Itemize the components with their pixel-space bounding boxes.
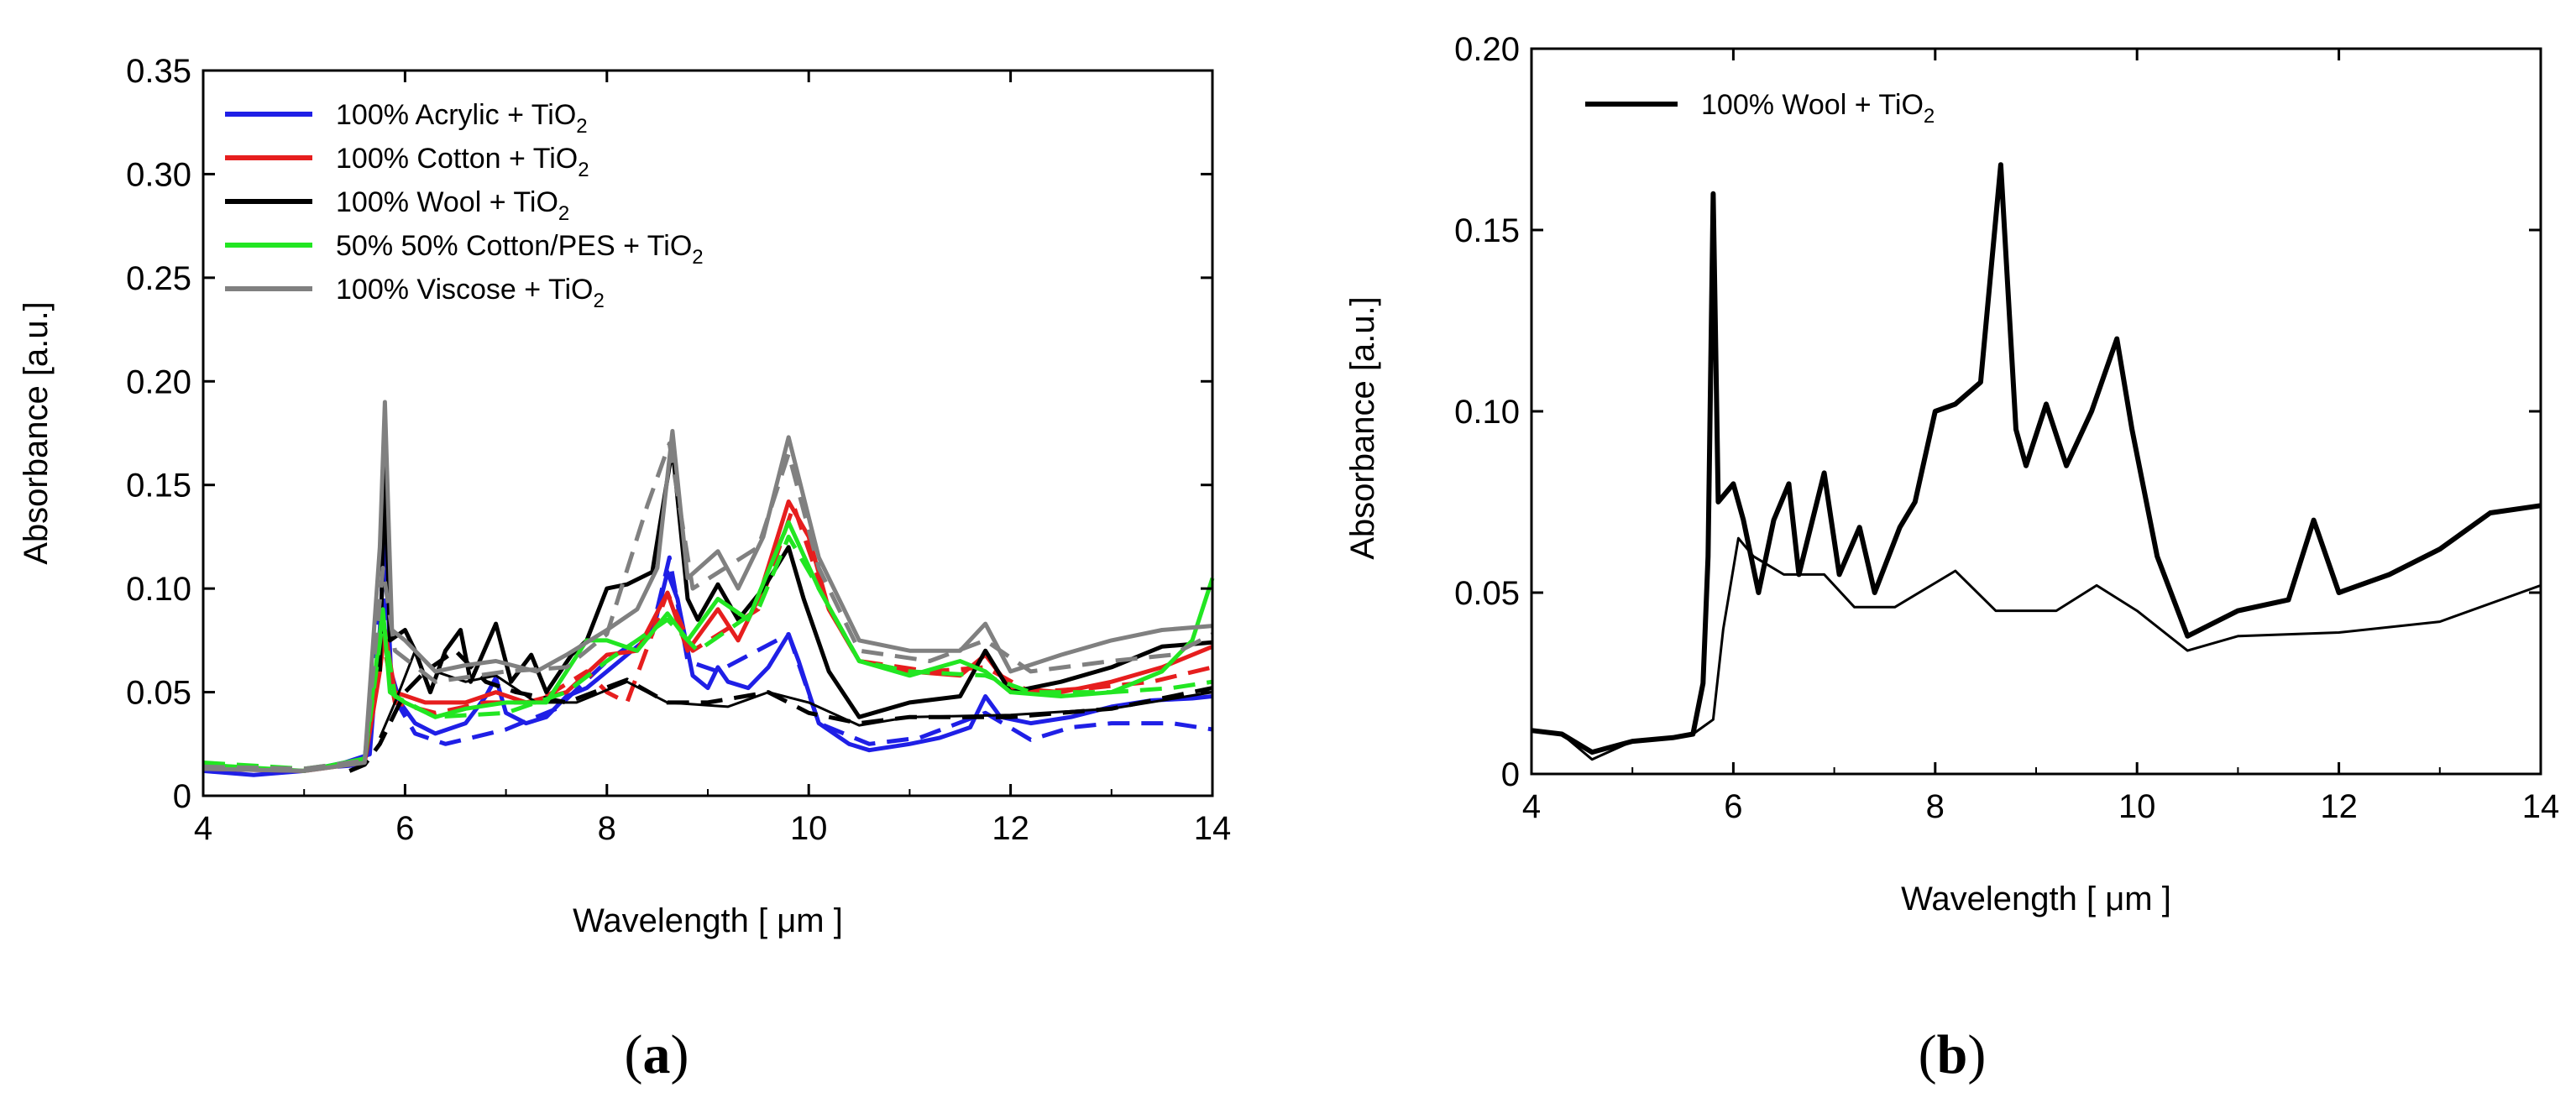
a-x-tick-label: 4 — [194, 810, 212, 847]
b-series-0-thick-line — [1531, 162, 2542, 755]
panel-a-y-axis-label: Absorbance [a.u.] — [18, 301, 55, 565]
panel-a-series — [202, 400, 1215, 777]
a-series-0-dashed-line — [202, 555, 1213, 771]
b-y-tick-label: 0.15 — [1454, 212, 1520, 249]
a-y-tick-label: 0.25 — [126, 260, 191, 297]
b-legend-label: 100% Wool + TiO2 — [1701, 89, 1935, 128]
b-y-tick-label: 0 — [1501, 756, 1520, 793]
a-y-tick-label: 0 — [173, 778, 191, 815]
a-series-2-solid-line — [377, 445, 1213, 719]
panel-b-label: (b) — [1919, 1024, 1987, 1085]
a-legend-label: 100% Cotton + TiO2 — [336, 143, 589, 181]
a-series-3-dashed-line — [202, 534, 1213, 771]
panel-b-chart: 4 6 8 10 12 14 0 0.05 0.10 0.15 0.20 Wavelength [ … — [1344, 31, 2559, 1085]
a-series-4-solid-line — [202, 400, 1213, 773]
b-x-tick-label: 10 — [2118, 788, 2156, 825]
b-y-tick-label: 0.10 — [1454, 394, 1520, 431]
a-y-tick-label: 0.30 — [126, 156, 191, 193]
a-legend-label: 100% Wool + TiO2 — [336, 186, 569, 225]
a-y-tick-label: 0.15 — [126, 468, 191, 504]
panel-a-axes: 4 6 8 10 12 14 0 0.05 0.10 0.15 0.20 0.25 0.30 0.35 — [126, 53, 1231, 847]
b-x-tick-label: 6 — [1724, 788, 1742, 825]
a-y-tick-label: 0.35 — [126, 53, 191, 90]
a-x-tick-label: 12 — [992, 810, 1029, 847]
a-y-tick-label: 0.20 — [126, 363, 191, 400]
a-legend-label: 100% Acrylic + TiO2 — [336, 99, 588, 138]
a-legend-label: 100% Viscose + TiO2 — [336, 274, 605, 312]
panel-b-x-axis-label: Wavelength [ μm ] — [1901, 881, 2171, 917]
panel-b-axes: 4 6 8 10 12 14 0 0.05 0.10 0.15 0.20 — [1454, 31, 2559, 825]
panel-b-plot-frame — [1530, 47, 2542, 776]
panel-a-label: (a) — [625, 1024, 689, 1085]
a-x-tick-label: 14 — [1194, 810, 1232, 847]
panel-b-y-axis-label: Absorbance [a.u.] — [1344, 296, 1381, 560]
a-y-tick-label: 0.05 — [126, 675, 191, 712]
panel-a-chart: 4 6 8 10 12 14 0 0.05 0.10 0.15 0.20 0.25 0.30 0.35 W… — [18, 53, 1231, 1085]
b-y-tick-label: 0.20 — [1454, 31, 1520, 68]
panel-a-x-axis-label: Wavelength [ μm ] — [573, 902, 843, 939]
b-x-tick-label: 8 — [1926, 788, 1945, 825]
b-y-tick-label: 0.05 — [1454, 575, 1520, 612]
b-x-tick-label: 14 — [2522, 788, 2560, 825]
a-x-tick-label: 6 — [395, 810, 414, 847]
a-legend-label: 50% 50% Cotton/PES + TiO2 — [336, 230, 704, 269]
a-y-tick-label: 0.10 — [126, 571, 191, 608]
a-x-tick-label: 8 — [598, 810, 616, 847]
panel-a-legend: 100% Acrylic + TiO2 100% Cotton + TiO2 100… — [225, 99, 704, 312]
a-series-3-solid-line — [202, 520, 1215, 773]
b-series-0-thin-line — [1531, 536, 2542, 761]
panel-b-legend: 100% Wool + TiO2 — [1585, 89, 1935, 128]
b-x-tick-label: 4 — [1522, 788, 1541, 825]
b-x-tick-label: 12 — [2320, 788, 2358, 825]
panel-b-series — [1531, 162, 2542, 761]
a-x-tick-label: 10 — [790, 810, 828, 847]
